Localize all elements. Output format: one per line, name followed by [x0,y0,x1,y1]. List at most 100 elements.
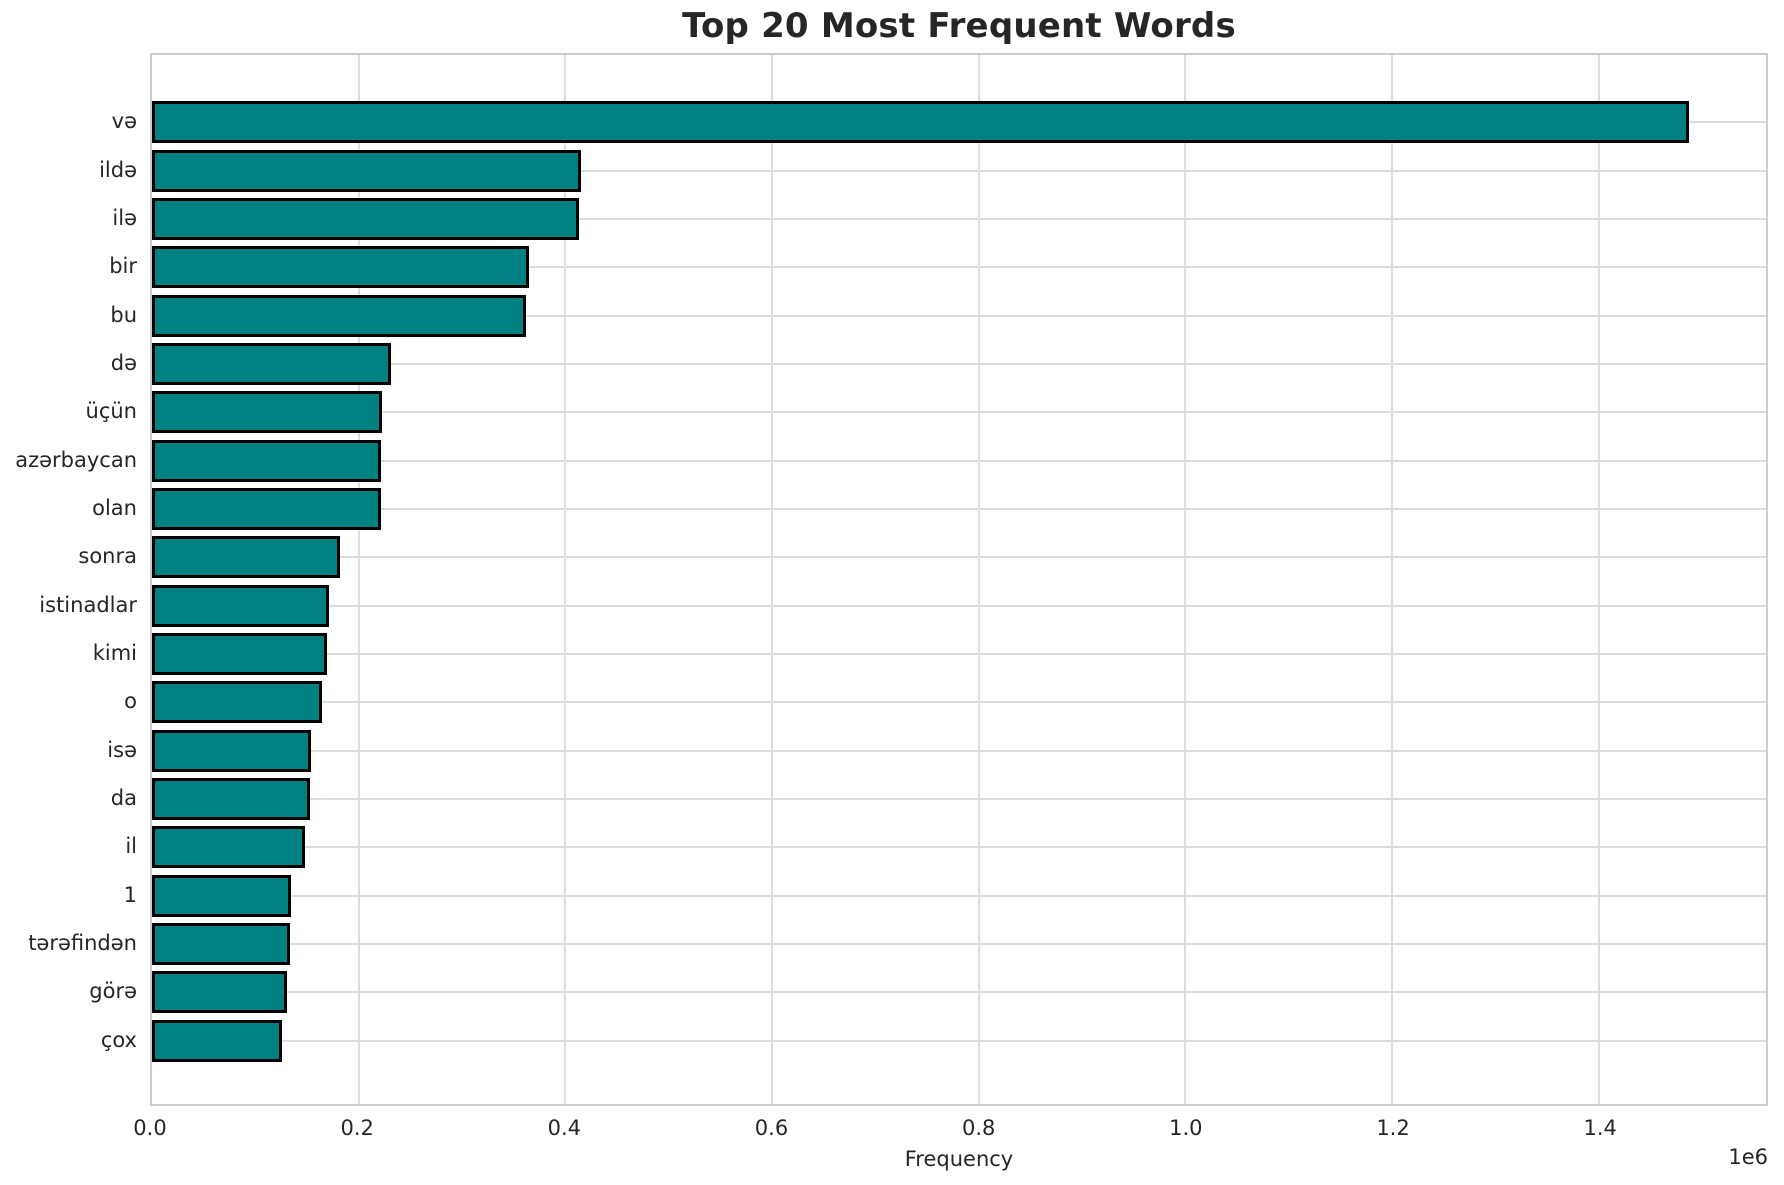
bar [152,826,305,869]
x-tick-label: 1.4 [1583,1116,1617,1140]
bar-row: isə [107,726,1766,774]
x-axis-title: Frequency [904,1147,1014,1171]
y-tick-label: 1 [123,882,137,907]
bar-row: bir [109,243,1766,291]
horizontal-gridline [152,266,1766,269]
y-tick-label: sonra [78,544,137,569]
y-tick-label: o [124,689,137,714]
x-tick-label: 0.4 [547,1116,582,1140]
y-tick-label: da [110,786,137,811]
x-tick-label: 0.8 [961,1116,996,1140]
y-tick-label: də [110,350,137,375]
bar [152,632,327,675]
bar-row: də [111,340,1766,388]
bar-row: tərəfindən [28,920,1766,968]
vertical-gridline [770,55,773,1104]
bar-row: sonra [78,533,1766,581]
horizontal-gridline [152,556,1766,559]
bar [152,101,1689,144]
x-tick-label: 1.0 [1169,1116,1203,1140]
vertical-gridline [977,55,980,1104]
horizontal-gridline [152,749,1766,752]
bar-row: azərbaycan [15,436,1766,484]
x-tick-label: 1.2 [1376,1116,1410,1140]
bar [152,246,530,289]
bar [152,439,382,482]
y-tick-label: tərəfindən [28,931,137,956]
bar [152,294,527,337]
bar [152,149,581,192]
axis-offset-text: 1e6 [1728,1145,1768,1169]
bar [152,342,391,385]
horizontal-gridline [152,652,1766,655]
vertical-gridline [1390,55,1393,1104]
horizontal-gridline [152,217,1766,220]
bar-row: olan [92,485,1766,533]
horizontal-gridline [152,943,1766,946]
y-tick-label: istinadlar [39,592,137,617]
bar [152,777,311,820]
bar-row: o [124,678,1766,726]
vertical-gridline [357,55,360,1104]
bar-row: da [111,775,1766,823]
horizontal-gridline [152,701,1766,704]
bar-row: çox [101,1017,1766,1065]
horizontal-gridline [152,411,1766,414]
y-tick-label: isə [107,737,137,762]
y-tick-label: ildə [99,157,137,182]
bar [152,536,341,579]
y-tick-label: görə [89,979,137,1004]
bar-row: üçün [86,388,1766,436]
vertical-gridline [1184,55,1187,1104]
bar [152,1019,283,1062]
y-tick-label: ilə [112,205,137,230]
y-tick-label: azərbaycan [15,447,137,472]
bar [152,874,292,917]
horizontal-gridline [152,1039,1766,1042]
bar [152,197,579,240]
bar [152,681,323,724]
y-tick-label: olan [92,495,137,520]
vertical-gridline [1597,55,1600,1104]
y-tick-label: çox [100,1027,137,1052]
horizontal-gridline [152,604,1766,607]
x-tick-label: 0.0 [133,1116,167,1140]
x-tick-label: 0.2 [340,1116,374,1140]
horizontal-gridline [152,797,1766,800]
horizontal-gridline [152,362,1766,365]
y-tick-label: il [125,834,137,859]
plot-area: və ildə ilə bir bu də üçün azərbaycan olan sonra i… [15,53,1768,1106]
y-tick-label: kimi [92,640,137,665]
bar [152,923,291,966]
bar [152,729,312,772]
bar-row: ildə [99,146,1766,194]
bar-row: il [125,823,1766,871]
horizontal-gridline [152,169,1766,172]
x-tick-label: 0.6 [754,1116,789,1140]
bar [152,584,329,627]
horizontal-gridline [152,459,1766,462]
horizontal-gridline [152,991,1766,994]
y-tick-label: bir [109,254,137,279]
horizontal-gridline [152,314,1766,317]
bar-row: 1 [124,872,1766,920]
bar-row: və [112,98,1766,146]
bar-row: istinadlar [39,581,1766,629]
horizontal-gridline [152,507,1766,510]
y-tick-label: və [111,109,137,134]
horizontal-gridline [152,894,1766,897]
bar-row: bu [110,291,1766,339]
bar [152,487,382,530]
y-tick-label: üçün [85,399,137,424]
bar [152,971,288,1014]
bar-row: görə [89,968,1766,1016]
chart-title: Top 20 Most Frequent Words [682,6,1236,46]
y-tick-label: bu [110,302,137,327]
bar-rows: və ildə ilə bir bu də üçün azərbaycan olan sonra i… [15,55,1766,1104]
horizontal-gridline [152,846,1766,849]
bar-row: ilə [112,195,1766,243]
bar [152,391,383,434]
bar-row: kimi [93,630,1766,678]
vertical-gridline [564,55,567,1104]
